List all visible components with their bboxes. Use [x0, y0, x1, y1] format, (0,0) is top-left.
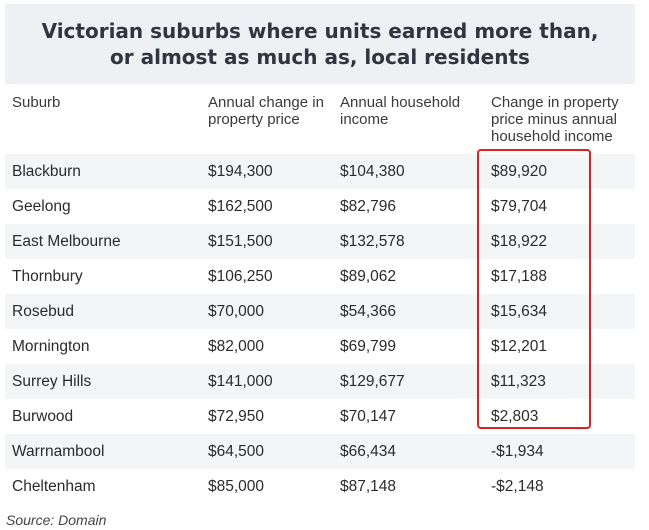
cell-price-change: $162,500: [208, 197, 273, 215]
header-price-change: Annual change in property price: [208, 94, 324, 128]
cell-income: $70,147: [340, 407, 397, 425]
table-row: Warrnambool $64,500 $66,434 -$1,934: [5, 434, 635, 469]
cell-difference: $11,323: [491, 372, 546, 390]
cell-difference: $12,201: [491, 337, 548, 355]
cell-suburb: Cheltenham: [12, 477, 96, 495]
cell-income: $104,380: [340, 162, 405, 180]
cell-suburb: Burwood: [12, 407, 74, 425]
cell-income: $82,796: [340, 197, 397, 215]
source-note: Source: Domain: [6, 512, 107, 528]
cell-suburb: Thornbury: [12, 267, 83, 285]
cell-price-change: $106,250: [208, 267, 273, 285]
cell-price-change: $141,000: [208, 372, 273, 390]
cell-price-change: $194,300: [208, 162, 273, 180]
table-row: East Melbourne $151,500 $132,578 $18,922: [5, 224, 635, 259]
header-difference: Change in property price minus annual ho…: [491, 94, 619, 145]
cell-income: $69,799: [340, 337, 397, 355]
data-table-card: Victorian suburbs where units earned mor…: [5, 4, 635, 504]
table-row: Blackburn $194,300 $104,380 $89,920: [5, 154, 635, 189]
cell-difference: $15,634: [491, 302, 548, 320]
cell-price-change: $70,000: [208, 302, 265, 320]
cell-income: $129,677: [340, 372, 405, 390]
table-header-row: Suburb Annual change in property price A…: [5, 84, 635, 154]
table-title: Victorian suburbs where units earned mor…: [41, 19, 599, 69]
table-row: Burwood $72,950 $70,147 $2,803: [5, 399, 635, 434]
table-body: Blackburn $194,300 $104,380 $89,920 Geel…: [5, 154, 635, 504]
cell-income: $66,434: [340, 442, 397, 460]
cell-price-change: $72,950: [208, 407, 265, 425]
cell-income: $89,062: [340, 267, 397, 285]
cell-suburb: Warrnambool: [12, 442, 105, 460]
title-bar: Victorian suburbs where units earned mor…: [5, 4, 635, 84]
cell-suburb: Mornington: [12, 337, 90, 355]
cell-price-change: $82,000: [208, 337, 265, 355]
header-suburb: Suburb: [12, 94, 61, 111]
cell-suburb: East Melbourne: [12, 232, 121, 250]
table-row: Cheltenham $85,000 $87,148 -$2,148: [5, 469, 635, 504]
cell-income: $54,366: [340, 302, 397, 320]
table-row: Thornbury $106,250 $89,062 $17,188: [5, 259, 635, 294]
cell-difference: $89,920: [491, 162, 548, 180]
header-income: Annual household income: [340, 94, 461, 128]
cell-price-change: $151,500: [208, 232, 273, 250]
cell-price-change: $85,000: [208, 477, 265, 495]
cell-difference: $2,803: [491, 407, 539, 425]
cell-difference: $17,188: [491, 267, 548, 285]
cell-suburb: Surrey Hills: [12, 372, 92, 390]
cell-price-change: $64,500: [208, 442, 265, 460]
cell-difference: -$1,934: [491, 442, 544, 460]
table-row: Geelong $162,500 $82,796 $79,704: [5, 189, 635, 224]
cell-difference: $18,922: [491, 232, 548, 250]
table-row: Surrey Hills $141,000 $129,677 $11,323: [5, 364, 635, 399]
cell-suburb: Geelong: [12, 197, 71, 215]
table-row: Rosebud $70,000 $54,366 $15,634: [5, 294, 635, 329]
cell-suburb: Rosebud: [12, 302, 75, 320]
table-row: Mornington $82,000 $69,799 $12,201: [5, 329, 635, 364]
cell-income: $132,578: [340, 232, 405, 250]
cell-income: $87,148: [340, 477, 397, 495]
cell-difference: $79,704: [491, 197, 548, 215]
cell-difference: -$2,148: [491, 477, 544, 495]
cell-suburb: Blackburn: [12, 162, 81, 180]
